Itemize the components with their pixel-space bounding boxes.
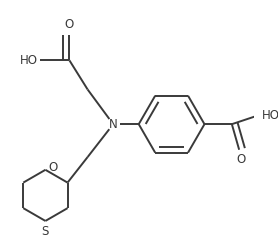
Text: O: O: [236, 153, 245, 166]
Text: HO: HO: [19, 54, 38, 67]
Text: HO: HO: [262, 109, 278, 121]
Text: N: N: [109, 118, 118, 131]
Text: S: S: [42, 226, 49, 238]
Text: O: O: [48, 162, 57, 174]
Text: O: O: [65, 18, 74, 31]
